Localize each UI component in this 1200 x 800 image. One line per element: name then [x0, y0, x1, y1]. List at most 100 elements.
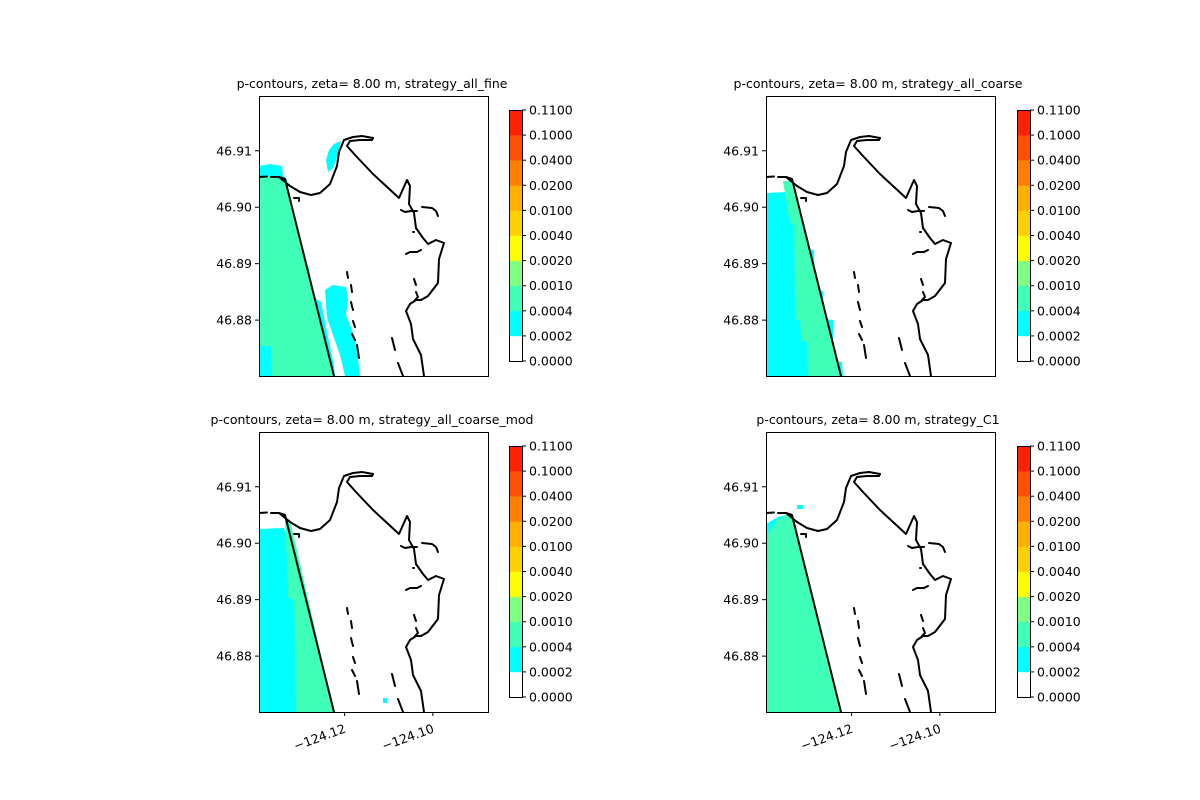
y-tick-label: 46.88: [723, 649, 759, 664]
y-tick-label: 46.90: [216, 536, 252, 551]
colorbar-band: [509, 185, 522, 211]
axes-frame: [259, 432, 489, 713]
colorbar-band: [1017, 185, 1030, 211]
y-tick-label: 46.89: [723, 592, 759, 607]
colorbar-label: 0.0100: [529, 203, 573, 218]
coastline: [766, 135, 952, 376]
panel-strategy-c1: p-contours, zeta= 8.00 m, strategy_C1 46…: [723, 412, 1081, 753]
colorbar: 0.0000 0.0002 0.0004 0.0010 0.0020 0.0040 0.01…: [1017, 439, 1081, 705]
axes-frame: [259, 96, 489, 377]
coastline: [259, 471, 445, 712]
colorbar-band: [509, 646, 522, 673]
colorbar-band: [509, 671, 522, 698]
colorbar-label: 0.0010: [1037, 278, 1081, 293]
colorbar-label: 0.0200: [1037, 514, 1081, 529]
colorbar-label: 0.0020: [1037, 589, 1081, 604]
colorbar-label: 0.0004: [1037, 303, 1081, 318]
probability-field: [259, 141, 360, 376]
coastline: [766, 471, 952, 712]
colorbar-label: 0.1000: [1037, 464, 1081, 479]
colorbar-label: 0.1000: [529, 464, 573, 479]
colorbar-band: [1017, 646, 1030, 673]
colorbar-label: 0.0400: [529, 153, 573, 168]
colorbar-label: 0.1100: [1037, 103, 1081, 118]
axes-frame: [766, 96, 996, 377]
colorbar-band: [509, 521, 522, 547]
colorbar-label: 0.0020: [529, 253, 573, 268]
panel-title: p-contours, zeta= 8.00 m, strategy_all_c…: [734, 76, 1023, 91]
x-tick-label: −124.10: [887, 721, 943, 754]
colorbar-band: [1017, 160, 1030, 186]
colorbar-label: 0.0002: [529, 664, 573, 679]
colorbar-label: 0.1100: [529, 439, 573, 454]
colorbar-label: 0.0002: [529, 328, 573, 343]
colorbar-label: 0.0040: [1037, 564, 1081, 579]
colorbar-label: 0.0004: [1037, 639, 1081, 654]
colorbar: 0.0000 0.0002 0.0004 0.0010 0.0020 0.0040 0.01…: [509, 439, 573, 705]
colorbar-label: 0.1100: [529, 103, 573, 118]
colorbar-label: 0.0200: [529, 178, 573, 193]
y-tick-label: 46.91: [723, 479, 759, 494]
colorbar-label: 0.0020: [529, 589, 573, 604]
colorbar-band: [1017, 596, 1030, 622]
colorbar-label: 0.1000: [1037, 128, 1081, 143]
colorbar-band: [1017, 335, 1030, 362]
y-tick-label: 46.90: [723, 200, 759, 215]
contour-band-cyan-dot: [797, 505, 803, 509]
colorbar-label: 0.0400: [1037, 153, 1081, 168]
colorbar-band: [1017, 235, 1030, 261]
colorbar-label: 0.1000: [529, 128, 573, 143]
colorbar-band: [509, 135, 522, 161]
contour-band-cyan-patch: [325, 285, 360, 376]
colorbar-band: [509, 260, 522, 286]
panel-strategy-all-coarse-mod: p-contours, zeta= 8.00 m, strategy_all_c…: [211, 412, 573, 753]
contour-band-cyan-cove: [326, 141, 341, 172]
colorbar-band: [1017, 621, 1030, 648]
colorbar: 0.0000 0.0002 0.0004 0.0010 0.0020 0.0040 0.01…: [509, 103, 573, 369]
colorbar-band: [1017, 571, 1030, 597]
colorbar-band: [509, 335, 522, 362]
coastline: [259, 135, 445, 376]
colorbar-band: [1017, 285, 1030, 312]
x-axis: −124.12 −124.10: [292, 712, 436, 753]
colorbar-label: 0.0100: [1037, 203, 1081, 218]
colorbar-band: [1017, 671, 1030, 698]
colorbar-band: [509, 596, 522, 622]
y-tick-label: 46.91: [216, 479, 252, 494]
colorbar-band: [1017, 496, 1030, 522]
y-tick-label: 46.88: [216, 313, 252, 328]
colorbar-label: 0.0010: [529, 278, 573, 293]
colorbar-band: [509, 546, 522, 572]
colorbar-label: 0.0000: [1037, 354, 1081, 369]
colorbar-label: 0.0004: [529, 303, 573, 318]
contour-band-cyan-dot: [383, 698, 387, 703]
colorbar-band: [509, 310, 522, 337]
panel-title: p-contours, zeta= 8.00 m, strategy_all_f…: [237, 76, 508, 91]
colorbar-band: [509, 235, 522, 261]
probability-field: [766, 505, 841, 712]
colorbar-band: [509, 571, 522, 597]
y-tick-label: 46.89: [723, 256, 759, 271]
x-tick-label: −124.12: [799, 721, 855, 754]
colorbar-band: [1017, 135, 1030, 161]
colorbar-band: [1017, 310, 1030, 337]
colorbar-band: [1017, 471, 1030, 497]
probability-field: [259, 518, 387, 712]
contour-band-teal: [783, 181, 842, 376]
colorbar-label: 0.0004: [529, 639, 573, 654]
colorbar-label: 0.0200: [1037, 178, 1081, 193]
colorbar-label: 0.0200: [529, 514, 573, 529]
probability-field: [766, 181, 843, 376]
colorbar-label: 0.0040: [529, 228, 573, 243]
colorbar-band: [509, 285, 522, 312]
colorbar-label: 0.0400: [1037, 489, 1081, 504]
panel-strategy-all-fine: p-contours, zeta= 8.00 m, strategy_all_f…: [216, 76, 573, 377]
colorbar-label: 0.0000: [529, 690, 573, 705]
y-axis: 46.91 46.90 46.89 46.88: [216, 143, 259, 328]
colorbar-band: [509, 110, 522, 136]
y-axis: 46.91 46.90 46.89 46.88: [723, 143, 766, 328]
colorbar-band: [509, 471, 522, 497]
panel-title: p-contours, zeta= 8.00 m, strategy_all_c…: [211, 412, 534, 427]
axes-frame: [766, 432, 996, 713]
